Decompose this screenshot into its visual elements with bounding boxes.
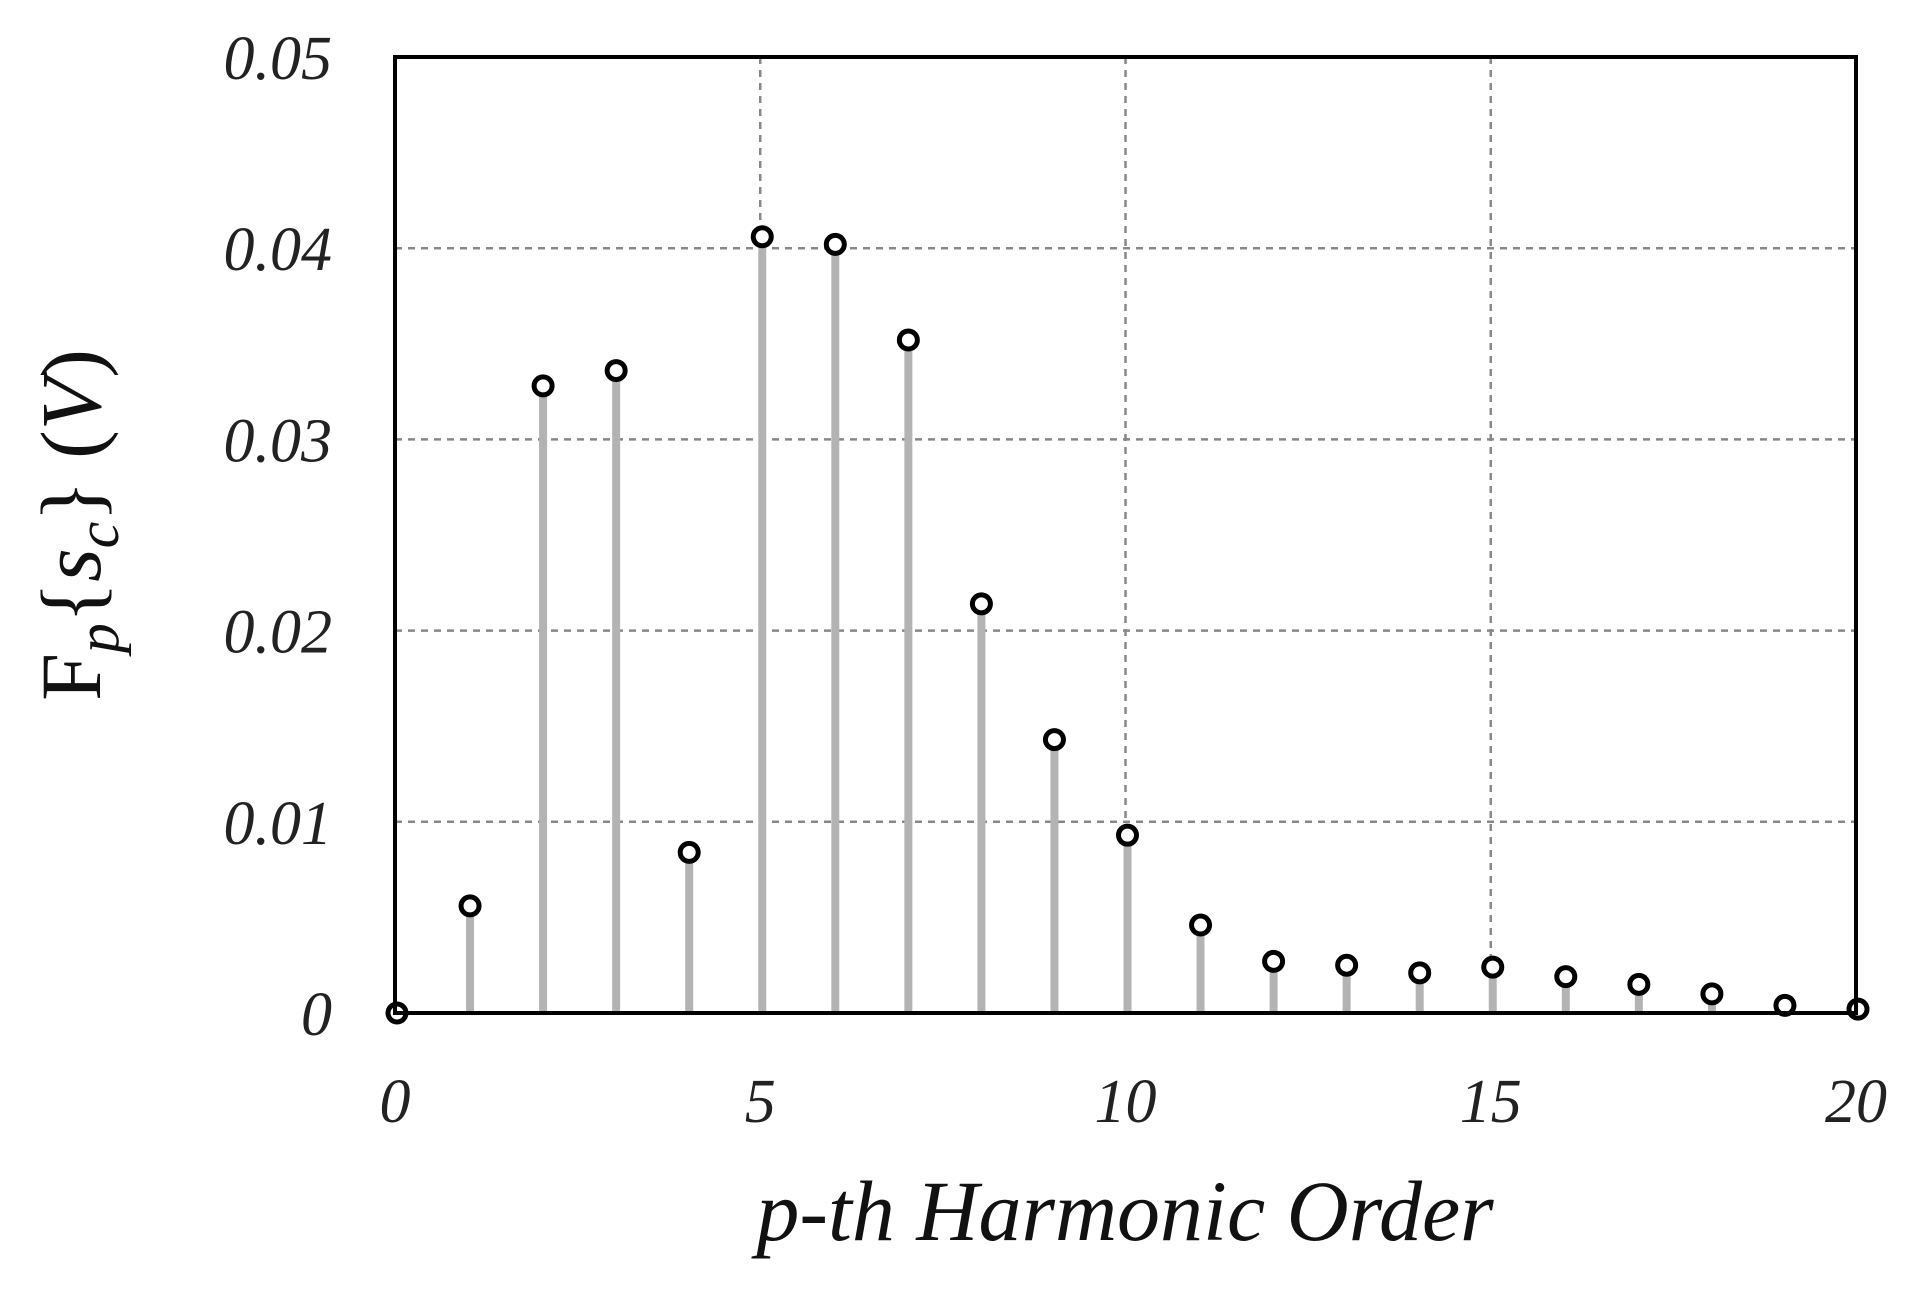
y-tick-label: 0.02 [224,599,333,667]
y-label-part: p [65,623,131,657]
stem-marker [531,374,555,398]
x-axis-label: p-th Harmonic Order [750,1163,1494,1259]
y-label-part: } ( [23,430,119,521]
stem-marker [823,232,847,256]
x-tick-label: 5 [745,1068,776,1136]
plot-frame [393,55,1858,1015]
stem-marker [1042,728,1066,752]
y-label-part: s [23,548,119,581]
stem-marker [1116,823,1139,847]
y-tick-label: 0 [301,981,332,1049]
stem-marker [1335,953,1359,977]
stem-marker [1481,955,1505,979]
y-tick-label: 0.04 [224,216,333,284]
stem-marker [1554,965,1578,989]
y-tick-label: 0.01 [224,790,333,858]
y-tick-label: 0.03 [224,407,333,475]
stem-marker [458,894,482,918]
x-tick-label: 20 [1825,1068,1887,1136]
stem-marker [969,592,993,616]
stem-marker [750,225,774,249]
y-label-part: { [23,582,119,623]
y-label-part: F [23,653,119,701]
y-axis-label: Fp{sc} (V) [23,349,131,701]
x-tick-label: 0 [380,1068,411,1136]
x-tick-label: 15 [1460,1068,1522,1136]
stem-marker [1189,913,1213,937]
stem-marker [896,328,920,352]
stem-marker [1262,949,1286,973]
y-label-part: c [65,522,131,549]
y-label-part: V [23,369,119,430]
stem-marker [1627,972,1651,996]
stem-marker [1700,982,1724,1006]
stem-marker [677,840,701,864]
stem-marker [1408,961,1432,985]
stem-marker [604,359,628,383]
y-tick-label: 0.05 [224,25,333,93]
y-label-part: ) [23,349,119,378]
x-tick-label: 10 [1095,1068,1157,1136]
